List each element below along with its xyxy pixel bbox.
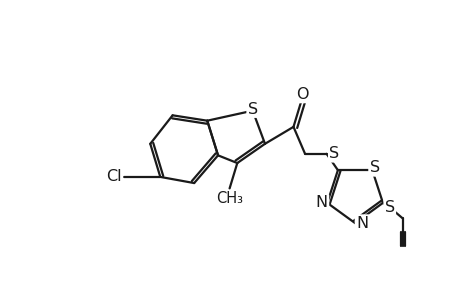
Text: S: S (369, 160, 379, 175)
Text: N: N (355, 216, 367, 231)
Text: S: S (247, 102, 257, 117)
Text: N: N (315, 195, 327, 210)
Text: S: S (384, 200, 394, 215)
Text: Cl: Cl (106, 169, 122, 184)
Text: O: O (295, 87, 308, 102)
Text: CH₃: CH₃ (216, 191, 242, 206)
Text: S: S (329, 146, 339, 161)
